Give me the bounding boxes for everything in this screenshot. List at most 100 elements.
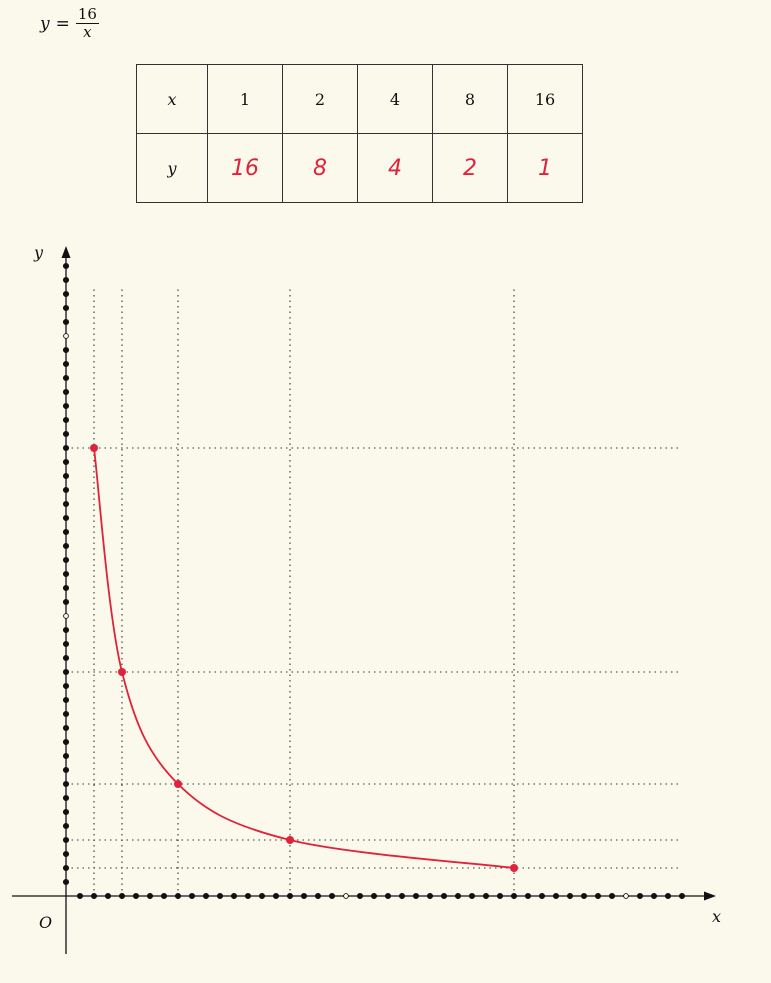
x-tick-dot: [370, 892, 378, 900]
x-tick-dot: [552, 892, 560, 900]
y-tick-dot: [62, 542, 70, 550]
fraction-numerator: 16: [75, 5, 99, 24]
y-tick-dot: [62, 682, 70, 690]
x-tick-dot: [76, 892, 84, 900]
data-point: [510, 864, 518, 872]
table-cell-x: 4: [357, 64, 433, 134]
x-tick-dot: [90, 892, 98, 900]
y-tick-dot: [62, 290, 70, 298]
grid-lines: [66, 286, 678, 896]
table-cell-y-handwritten: 2: [432, 133, 508, 203]
x-tick-dot: [244, 892, 252, 900]
table-row-x: x 1 2 4 8 16: [136, 64, 583, 134]
x-tick-dot: [146, 892, 154, 900]
table-cell-x: 1: [207, 64, 283, 134]
y-tick-dot: [62, 472, 70, 480]
x-tick-dot: [426, 892, 434, 900]
y-tick-dot: [62, 346, 70, 354]
function-equation: y = 16 x: [40, 6, 99, 41]
y-tick-dot: [62, 822, 70, 830]
y-tick-dot: [62, 626, 70, 634]
y-tick-dot: [62, 598, 70, 606]
x-tick-dot: [524, 892, 532, 900]
x-tick-dot: [188, 892, 196, 900]
x-tick-dot: [594, 892, 602, 900]
x-tick-dot: [538, 892, 546, 900]
y-tick-dot: [62, 416, 70, 424]
x-tick-dot: [398, 892, 406, 900]
data-point: [118, 668, 126, 676]
x-tick-dot: [636, 892, 644, 900]
x-tick-dot: [580, 892, 588, 900]
equals-sign: =: [55, 13, 70, 34]
y-tick-dot: [62, 584, 70, 592]
y-tick-dot: [62, 654, 70, 662]
x-tick-dot: [314, 892, 322, 900]
x-tick-dot: [272, 892, 280, 900]
x-tick-dot: [650, 892, 658, 900]
x-tick-dot: [328, 892, 336, 900]
table-header-y: y: [136, 133, 208, 203]
y-tick-dot: [62, 402, 70, 410]
table-cell-y-handwritten: 8: [282, 133, 358, 203]
y-tick-dot: [62, 808, 70, 816]
y-tick-dot: [62, 500, 70, 508]
y-axis-label: y: [33, 243, 44, 262]
y-tick-dot: [62, 724, 70, 732]
table-cell-y-handwritten: 1: [507, 133, 583, 203]
fraction-denominator: x: [83, 23, 92, 41]
y-tick-dot: [63, 333, 69, 339]
data-point: [174, 780, 182, 788]
y-tick-dot: [62, 780, 70, 788]
y-tick-dot: [62, 668, 70, 676]
x-tick-dot: [468, 892, 476, 900]
table-row-y: y 16 8 4 2 1: [136, 133, 583, 203]
x-tick-dot: [202, 892, 210, 900]
x-axis-arrow: [704, 891, 716, 901]
table-cell-x: 8: [432, 64, 508, 134]
x-tick-dot: [356, 892, 364, 900]
x-tick-dot: [230, 892, 238, 900]
data-point: [286, 836, 294, 844]
x-tick-dot: [343, 893, 349, 899]
origin-label: O: [39, 913, 52, 932]
y-tick-dot: [62, 836, 70, 844]
x-tick-dot: [454, 892, 462, 900]
x-tick-dot: [104, 892, 112, 900]
axes: [12, 246, 716, 954]
y-tick-dot: [63, 613, 69, 619]
y-tick-dot: [62, 304, 70, 312]
x-tick-dot: [174, 892, 182, 900]
x-tick-dot: [678, 892, 686, 900]
x-tick-dot: [412, 892, 420, 900]
value-table: x 1 2 4 8 16 y 16 8 4 2 1: [136, 64, 583, 203]
y-tick-dot: [62, 276, 70, 284]
x-tick-dot: [160, 892, 168, 900]
data-points: [90, 444, 518, 872]
x-tick-dot: [510, 892, 518, 900]
y-tick-dot: [62, 710, 70, 718]
data-point: [90, 444, 98, 452]
x-tick-dot: [482, 892, 490, 900]
x-tick-dot: [608, 892, 616, 900]
y-tick-dot: [62, 752, 70, 760]
equation-lhs: y: [40, 13, 50, 34]
x-tick-dot: [664, 892, 672, 900]
x-tick-dot: [258, 892, 266, 900]
y-tick-dot: [62, 262, 70, 270]
y-axis-arrow: [61, 246, 71, 258]
x-tick-dot: [286, 892, 294, 900]
y-tick-dot: [62, 318, 70, 326]
fraction: 16 x: [75, 5, 99, 41]
y-tick-dot: [62, 794, 70, 802]
x-tick-dot: [623, 893, 629, 899]
curve-line: [93, 447, 515, 869]
y-tick-dot: [62, 388, 70, 396]
y-tick-dot: [62, 360, 70, 368]
x-tick-dot: [118, 892, 126, 900]
y-tick-dot: [62, 486, 70, 494]
table-cell-x: 16: [507, 64, 583, 134]
x-tick-dot: [132, 892, 140, 900]
x-tick-dot: [384, 892, 392, 900]
